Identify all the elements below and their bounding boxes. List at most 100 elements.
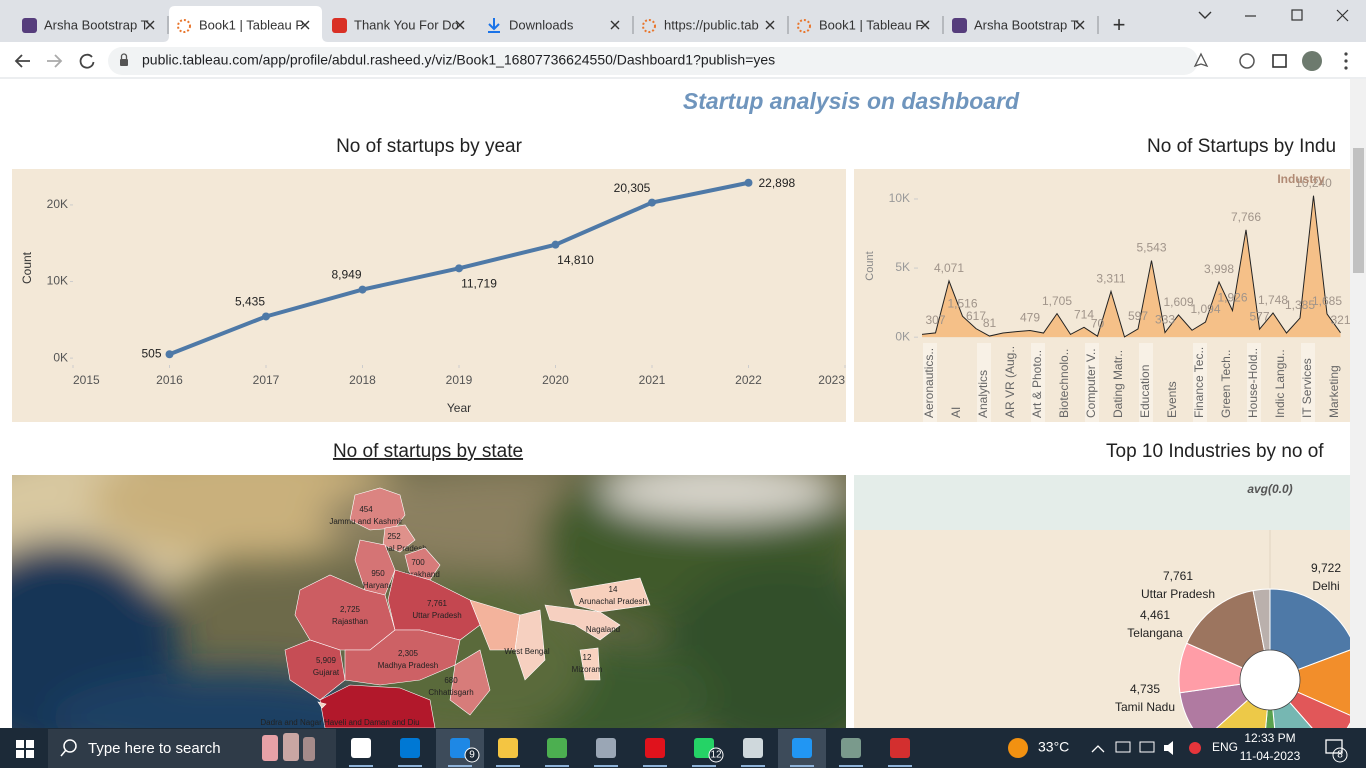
data-point (744, 178, 753, 187)
start-button[interactable] (16, 740, 34, 758)
lock-icon[interactable] (120, 59, 128, 66)
region-value: 5,909 (316, 656, 337, 665)
weather[interactable]: 33°C (1038, 739, 1069, 755)
region-name: Dadra and Nagar Haveli and Daman and Diu (260, 718, 419, 727)
tab-close[interactable] (1075, 20, 1085, 30)
menu-dot[interactable] (1344, 52, 1348, 56)
data-label: 597 (1128, 309, 1148, 323)
tab-search[interactable] (1198, 11, 1212, 19)
region[interactable] (317, 701, 327, 709)
region-name: Jammu and Kashmir (329, 517, 403, 526)
back[interactable] (14, 54, 30, 68)
tray-expand[interactable] (1091, 745, 1105, 753)
region[interactable] (449, 649, 491, 716)
bookmark-star[interactable] (1193, 52, 1209, 68)
tray-icon[interactable] (1139, 741, 1155, 753)
pie-panel: avg(0.0) 9,722 Delhi 4,735 Tamil Nadu 4,461 Te… (854, 475, 1361, 768)
region[interactable] (569, 577, 651, 613)
pie-slice[interactable] (1186, 590, 1271, 681)
scrollbar-thumb[interactable] (1353, 148, 1364, 273)
region[interactable] (382, 524, 416, 553)
region[interactable] (349, 487, 406, 531)
data-label: 479 (1020, 311, 1040, 325)
app-icon[interactable] (400, 738, 420, 758)
region[interactable] (544, 604, 621, 641)
volume[interactable] (1164, 741, 1173, 755)
tab[interactable]: Arsha Bootstrap T (952, 16, 1099, 34)
x-tick-label: 2015 (73, 373, 100, 387)
region-name: Arunachal Pradesh (579, 597, 647, 606)
tab[interactable]: Downloads (488, 16, 634, 34)
tab[interactable]: Book1 | Tableau P (163, 6, 328, 42)
app-icon[interactable] (547, 738, 567, 758)
region[interactable] (514, 609, 546, 681)
region-value: 700 (411, 558, 425, 567)
tab[interactable]: Book1 | Tableau F (797, 16, 944, 34)
tab-close[interactable] (455, 20, 465, 30)
app-icon[interactable] (596, 738, 616, 758)
tab-title[interactable]: Downloads (509, 17, 574, 32)
region[interactable] (404, 547, 441, 581)
y-tick-label: 20K (47, 197, 68, 211)
line-chart: No of startups by year 0K 10K 20K 2015 2016 20… (12, 136, 846, 422)
app-icon[interactable] (841, 738, 861, 758)
region[interactable] (344, 629, 461, 686)
app-icon[interactable] (792, 738, 812, 758)
region[interactable] (579, 647, 601, 681)
clock-date[interactable]: 11-04-2023 (1240, 749, 1301, 763)
tab-title[interactable]: Book1 | Tableau P (199, 17, 304, 32)
tab-close[interactable] (920, 20, 930, 30)
tray-icon[interactable] (1189, 742, 1201, 754)
tab-title[interactable]: Book1 | Tableau F (819, 17, 923, 32)
tab[interactable]: Arsha Bootstrap T (22, 16, 169, 34)
data-label: 307 (925, 313, 945, 327)
weather-icon[interactable] (1008, 738, 1028, 758)
language[interactable]: ENG (1212, 740, 1238, 754)
new-tab[interactable]: + (1113, 12, 1126, 37)
maximize[interactable] (1291, 9, 1303, 21)
notifications[interactable] (1325, 739, 1343, 754)
start-pane (16, 740, 24, 748)
tab-title[interactable]: Arsha Bootstrap T (974, 17, 1079, 32)
tray-icon[interactable] (1115, 741, 1131, 753)
search-highlight (283, 733, 299, 761)
close-window[interactable] (1336, 9, 1349, 22)
data-label: 1,516 (947, 296, 977, 310)
tab-title[interactable]: https://public.tab (664, 17, 759, 32)
app-icon[interactable] (890, 738, 910, 758)
data-point (165, 350, 174, 359)
profile[interactable] (1302, 51, 1322, 71)
slice-value: 9,722 (1311, 561, 1341, 575)
side-panel[interactable] (1272, 54, 1287, 68)
pie-slice[interactable] (1269, 678, 1330, 768)
forward[interactable] (47, 54, 63, 68)
pie-slice[interactable] (1268, 648, 1361, 717)
data-label: 5,543 (1136, 241, 1166, 255)
tab-close[interactable] (610, 20, 620, 30)
app-icon[interactable] (743, 738, 763, 758)
data-label: 22,898 (759, 176, 796, 190)
app-icon[interactable] (645, 738, 665, 758)
extensions[interactable] (1239, 53, 1255, 69)
app-icon[interactable] (498, 738, 518, 758)
app-underline (398, 765, 422, 767)
tab-close[interactable] (145, 20, 155, 30)
tab[interactable]: https://public.tab (642, 16, 789, 34)
y-axis-label: Count (864, 251, 876, 280)
app-icon[interactable] (351, 738, 371, 758)
url[interactable]: public.tableau.com/app/profile/abdul.ras… (142, 52, 775, 68)
data-point (358, 285, 367, 294)
data-label: 714 (1074, 307, 1094, 321)
tab[interactable]: Thank You For Do (332, 17, 465, 33)
tab-title[interactable]: Arsha Bootstrap T (44, 17, 149, 32)
address-bar[interactable] (108, 47, 1198, 75)
data-label: 321 (1330, 313, 1350, 327)
search-placeholder[interactable]: Type here to search (88, 740, 221, 757)
chart-title: No of Startups by Indu (1147, 136, 1336, 157)
clock-time[interactable]: 12:33 PM (1244, 731, 1295, 745)
tab-close[interactable] (765, 20, 775, 30)
reload[interactable] (79, 53, 95, 69)
tab-title[interactable]: Thank You For Do (354, 17, 459, 32)
tab-close[interactable] (300, 20, 310, 30)
terrain-patch (90, 475, 410, 560)
